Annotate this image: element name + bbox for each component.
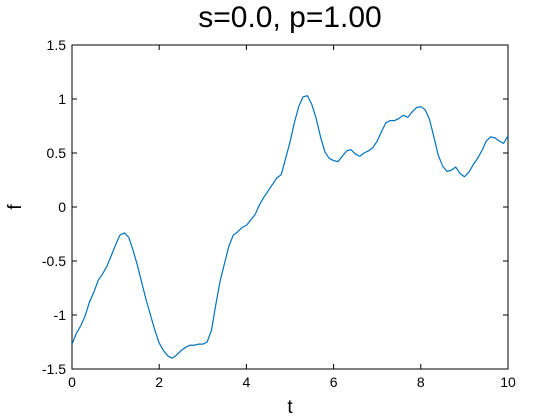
y-tick-label: -1.5 — [42, 361, 66, 377]
x-tick-label: 10 — [500, 374, 516, 390]
x-tick-label: 4 — [243, 374, 251, 390]
x-tick-label: 0 — [68, 374, 76, 390]
x-tick-label: 8 — [417, 374, 425, 390]
x-tick-label: 6 — [330, 374, 338, 390]
y-tick-label: 0.5 — [47, 145, 67, 161]
plot-area — [71, 44, 509, 370]
y-tick-label: -0.5 — [42, 253, 66, 269]
x-axis-label: t — [287, 397, 293, 418]
y-tick-label: 1.5 — [47, 37, 67, 53]
y-axis-label: f — [5, 204, 26, 210]
chart-title: s=0.0, p=1.00 — [198, 1, 382, 34]
y-tick-label: -1 — [54, 307, 67, 323]
x-tick-label: 2 — [155, 374, 163, 390]
series-line — [71, 95, 509, 359]
y-tick-label: 1 — [58, 91, 66, 107]
y-tick-label: 0 — [58, 199, 66, 215]
